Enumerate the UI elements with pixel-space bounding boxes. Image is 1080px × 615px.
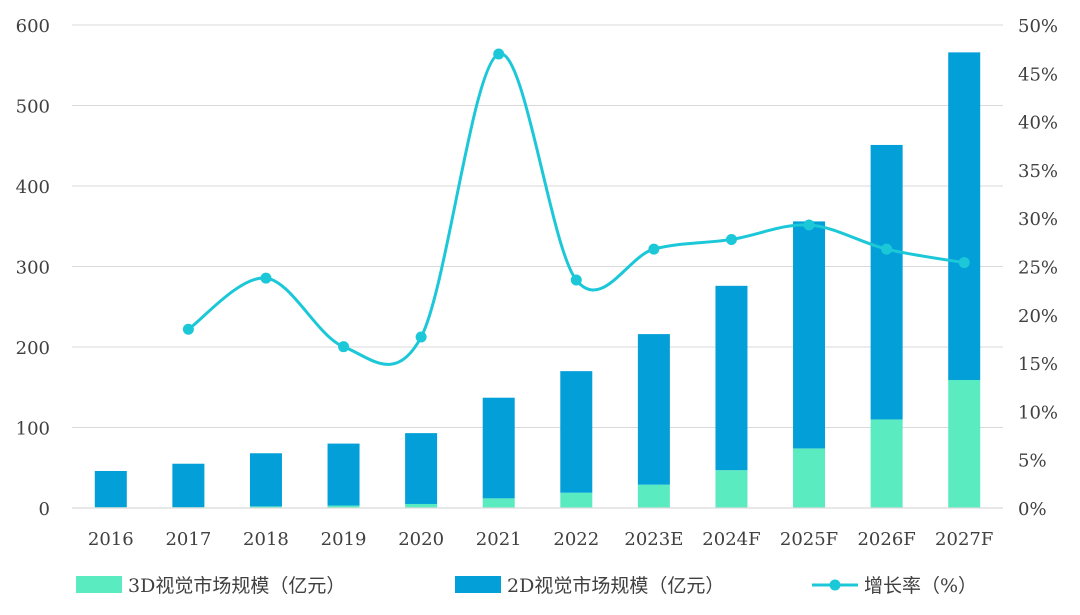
growth-point [570, 274, 582, 286]
legend-swatch-2d [455, 576, 501, 593]
growth-point [881, 243, 893, 255]
x-tick-label: 2020 [398, 529, 444, 550]
growth-point [648, 243, 660, 255]
growth-point [338, 341, 350, 353]
bar-2d [405, 433, 438, 504]
legend: 3D视觉市场规模（亿元） 2D视觉市场规模（亿元） 增长率（%） [76, 575, 977, 597]
bar-2d [482, 397, 515, 499]
bar-2d [793, 221, 826, 449]
legend-label: 2D视觉市场规模（亿元） [507, 575, 724, 597]
x-axis: 2016 2017 2018 2019 2020 2021 2022 2023E 2024F 20… [72, 507, 1003, 550]
bar-3d [327, 505, 360, 508]
bar-2d [948, 52, 981, 381]
y-left-tick-label: 100 [16, 419, 50, 440]
y-right-tick-label: 45% [1018, 64, 1058, 85]
growth-point [803, 219, 815, 231]
growth-line [182, 48, 970, 366]
growth-line-path [187, 52, 965, 366]
y-right-tick-label: 20% [1018, 306, 1058, 327]
y-left-tick-label: 500 [16, 97, 50, 118]
bar-3d [249, 506, 282, 508]
x-tick-label: 2023E [624, 529, 683, 550]
growth-point [725, 233, 737, 245]
bar-3d [793, 448, 826, 508]
bar-2d [327, 443, 360, 506]
y-right-tick-label: 5% [1018, 451, 1047, 472]
bar-2d [172, 463, 205, 508]
bar-2d [870, 144, 903, 420]
y-right-tick-label: 30% [1018, 209, 1058, 230]
bar-3d [637, 484, 670, 508]
x-tick-label: 2022 [553, 529, 599, 550]
y-left-tick-label: 400 [16, 177, 50, 198]
bar-2d [94, 470, 127, 508]
y-right-tick-label: 50% [1018, 16, 1058, 37]
growth-point [958, 257, 970, 269]
bar-2d [637, 334, 670, 485]
y-right-tick-label: 35% [1018, 161, 1058, 182]
bars [94, 52, 981, 508]
bar-3d [715, 470, 748, 508]
bar-3d [560, 492, 593, 508]
y-left-tick-label: 200 [16, 338, 50, 359]
y-right-tick-label: 40% [1018, 113, 1058, 134]
y-left-tick-label: 600 [16, 16, 50, 37]
bar-3d [405, 503, 438, 508]
bar-2d [249, 453, 282, 507]
growth-point [182, 323, 194, 335]
bar-3d [482, 498, 515, 508]
y-left-tick-label: 300 [16, 258, 50, 279]
x-tick-label: 2024F [702, 529, 760, 550]
x-tick-label: 2019 [321, 529, 367, 550]
x-tick-label: 2027F [935, 529, 993, 550]
x-tick-label: 2017 [165, 529, 211, 550]
bar-2d [560, 371, 593, 493]
x-tick-label: 2026F [857, 529, 915, 550]
gridlines [72, 24, 1003, 428]
growth-point [260, 272, 272, 284]
legend-label: 3D视觉市场规模（亿元） [128, 575, 345, 597]
y-left-tick-label: 0 [39, 499, 50, 520]
bar-3d [948, 380, 981, 508]
bar-3d [870, 419, 903, 508]
growth-point [415, 331, 427, 343]
legend-label: 增长率（%） [864, 575, 977, 597]
left-axis: 0 100 200 300 400 500 600 [16, 16, 50, 520]
legend-swatch-marker [829, 579, 841, 591]
y-right-tick-label: 10% [1018, 402, 1058, 423]
y-right-tick-label: 15% [1018, 354, 1058, 375]
growth-point [493, 48, 505, 60]
right-axis: 0% 5% 10% 15% 20% 25% 30% 35% 40% 45% 50% [1018, 16, 1058, 520]
x-tick-label: 2016 [88, 529, 134, 550]
legend-swatch-3d [76, 576, 122, 593]
bar-2d [715, 285, 748, 471]
x-tick-label: 2018 [243, 529, 289, 550]
x-tick-label: 2025F [780, 529, 838, 550]
x-tick-label: 2021 [476, 529, 522, 550]
y-right-tick-label: 0% [1018, 499, 1047, 520]
y-right-tick-label: 25% [1018, 258, 1058, 279]
